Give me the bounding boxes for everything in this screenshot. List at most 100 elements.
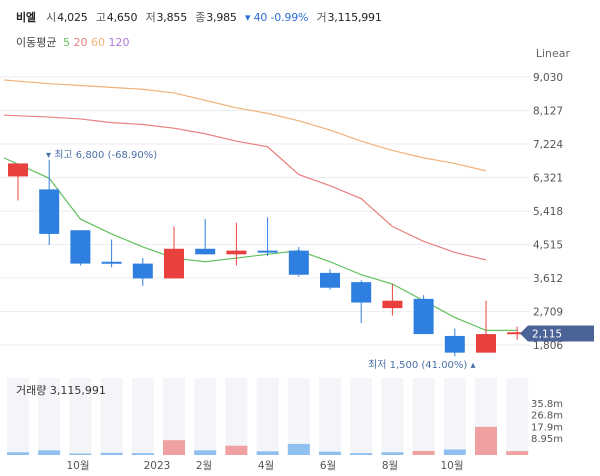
- candle-body: [257, 250, 278, 253]
- volume-background-column: [163, 378, 185, 454]
- ma5-label[interactable]: 5: [62, 36, 70, 49]
- volume-background-column: [225, 378, 248, 454]
- volume-bar: [100, 452, 123, 455]
- ma20-line: [3, 114, 487, 261]
- ma20-label[interactable]: 20: [73, 36, 88, 49]
- price-tick-label: 1,806: [533, 340, 563, 352]
- volume-tick-label: 35.8m: [531, 399, 563, 410]
- volume-background-column: [7, 378, 29, 454]
- volume-tick-label: 26.8m: [531, 411, 563, 422]
- price-gridlines: [0, 76, 530, 346]
- candle-body: [382, 300, 403, 309]
- ma-legend-title: 이동평균: [16, 36, 57, 49]
- volume-label: 거: [316, 11, 327, 24]
- candle-body: [70, 230, 91, 264]
- volume-background-column: [319, 378, 341, 454]
- low-label: 저: [145, 11, 156, 24]
- price-tick-label: 4,515: [533, 240, 563, 252]
- moving-average-legend[interactable]: 이동평균 5 20 60 120: [16, 34, 129, 50]
- candle-body: [444, 335, 465, 353]
- volume-title: 거래량 3,115,991: [16, 384, 106, 397]
- candle-body: [132, 263, 153, 279]
- high-label: 고: [95, 11, 106, 24]
- candle-body: [101, 261, 122, 264]
- volume-background-column: [100, 378, 123, 454]
- volume-background-column: [69, 378, 92, 454]
- high-value: 4,650: [106, 11, 138, 24]
- candlesticks: [8, 159, 528, 357]
- time-axis-labels: 10월 2023 2월 4월 6월 8월 10월: [66, 460, 463, 472]
- volume-background-column: [256, 378, 279, 454]
- volume-background-column: [350, 378, 373, 454]
- candle-body: [351, 282, 372, 303]
- volume-tick-label: 17.9m: [531, 422, 563, 433]
- last-price-label: 2,115: [532, 329, 562, 341]
- volume-bar: [256, 451, 279, 455]
- close-label: 종: [195, 11, 206, 24]
- time-axis-label: 8월: [382, 460, 398, 472]
- volume-value: 3,115,991: [327, 11, 382, 24]
- volume-background-column: [506, 378, 529, 454]
- price-tick-label: 7,224: [533, 139, 563, 151]
- price-axis-ticks: 9,030 8,127 7,224 6,321 5,418 4,515 3,612 2,709…: [533, 72, 563, 352]
- volume-bar: [319, 451, 341, 455]
- low-value: 3,855: [156, 11, 188, 24]
- price-tick-label: 2,709: [533, 307, 563, 319]
- price-header: 비엘 시4,025 고4,650 저3,855 종3,985 ▾ 40 -0.9…: [16, 9, 387, 25]
- volume-bar: [194, 450, 217, 455]
- time-axis-label: 10월: [440, 460, 463, 472]
- ma60-label[interactable]: 60: [90, 36, 105, 49]
- volume-bar: [475, 426, 497, 455]
- volume-bar: [38, 450, 61, 455]
- time-axis-label: 10월: [66, 460, 89, 472]
- price-tick-label: 8,127: [533, 106, 563, 118]
- stock-name: 비엘: [16, 11, 36, 24]
- time-axis-label: 4월: [258, 460, 274, 472]
- open-label: 시: [46, 11, 57, 24]
- moving-average-lines: [3, 79, 518, 331]
- price-tick-label: 6,321: [533, 173, 563, 185]
- volume-bar: [69, 453, 92, 455]
- candle-body: [413, 298, 434, 335]
- time-axis-label: 2023: [144, 460, 171, 472]
- max-price-annotation: ▾ 최고 6,800 (-68.90%): [46, 149, 157, 161]
- candle-body: [320, 272, 340, 288]
- volume-background-column: [443, 378, 466, 454]
- open-value: 4,025: [57, 11, 88, 24]
- volume-bar: [506, 451, 529, 455]
- ma60-line: [3, 79, 487, 172]
- price-tick-label: 5,418: [533, 206, 563, 218]
- scale-toggle[interactable]: Linear: [535, 47, 570, 60]
- volume-background-column: [287, 378, 310, 454]
- volume-bars: [7, 426, 529, 455]
- ma120-label[interactable]: 120: [108, 36, 130, 49]
- candle-body: [226, 250, 247, 255]
- volume-bar: [225, 445, 248, 455]
- volume-bar: [163, 440, 185, 455]
- last-price-tag: [520, 325, 594, 342]
- volume-background-column: [131, 378, 154, 454]
- price-tick-label: 9,030: [533, 72, 563, 84]
- change-value: ▾ 40 -0.99%: [245, 11, 309, 24]
- price-tick-label: 3,612: [533, 273, 563, 285]
- volume-bar: [287, 443, 310, 455]
- volume-bar: [412, 450, 435, 455]
- candle-body: [39, 189, 60, 234]
- candle-body: [288, 250, 309, 275]
- volume-bar: [381, 452, 404, 455]
- candle-body: [8, 163, 28, 177]
- time-axis-label: 6월: [320, 460, 336, 472]
- volume-background-columns: [7, 378, 529, 454]
- volume-bar: [350, 453, 373, 455]
- time-axis-label: 2월: [196, 460, 212, 472]
- volume-bar: [131, 453, 154, 455]
- candle-body: [195, 248, 216, 255]
- volume-background-column: [38, 378, 61, 454]
- candle-body: [476, 334, 496, 353]
- candle-body: [164, 248, 184, 279]
- candle-body: [507, 332, 528, 335]
- volume-bar: [7, 452, 29, 455]
- close-value: 3,985: [206, 11, 237, 24]
